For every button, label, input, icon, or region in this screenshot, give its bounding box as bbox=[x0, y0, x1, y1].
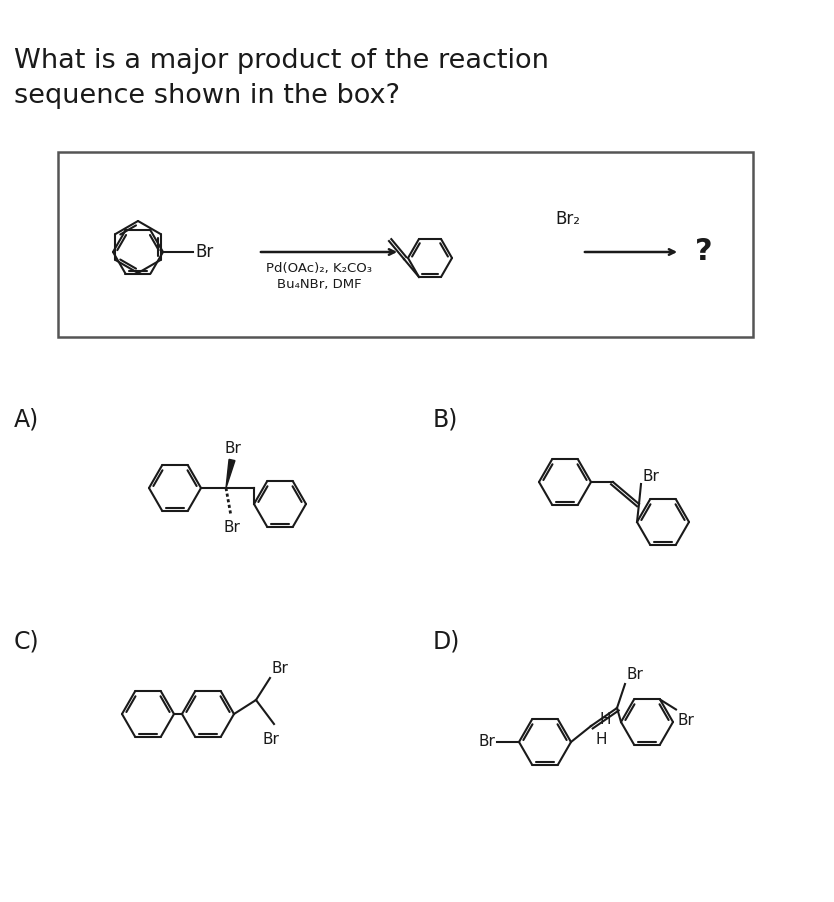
Text: Br: Br bbox=[263, 732, 279, 747]
Text: Br: Br bbox=[224, 520, 240, 535]
Polygon shape bbox=[226, 459, 235, 488]
Text: A): A) bbox=[14, 408, 39, 432]
Text: What is a major product of the reaction: What is a major product of the reaction bbox=[14, 48, 549, 74]
Text: Br: Br bbox=[272, 661, 289, 676]
Text: B): B) bbox=[433, 408, 459, 432]
Text: Pd(OAc)₂, K₂CO₃: Pd(OAc)₂, K₂CO₃ bbox=[266, 262, 372, 275]
Text: C): C) bbox=[14, 630, 40, 654]
Text: H: H bbox=[596, 732, 607, 747]
Text: sequence shown in the box?: sequence shown in the box? bbox=[14, 83, 400, 109]
Text: Br: Br bbox=[478, 734, 495, 750]
Text: Br: Br bbox=[224, 441, 241, 456]
Text: Br: Br bbox=[627, 667, 644, 682]
Text: Br: Br bbox=[195, 243, 214, 261]
Text: Br: Br bbox=[643, 469, 660, 484]
Text: Br₂: Br₂ bbox=[555, 210, 580, 228]
Bar bbox=[58, 152, 753, 337]
Text: D): D) bbox=[433, 630, 460, 654]
Text: ?: ? bbox=[695, 237, 712, 266]
Text: Bu₄NBr, DMF: Bu₄NBr, DMF bbox=[277, 278, 361, 291]
Text: H: H bbox=[600, 712, 611, 727]
Text: Br: Br bbox=[678, 713, 695, 729]
